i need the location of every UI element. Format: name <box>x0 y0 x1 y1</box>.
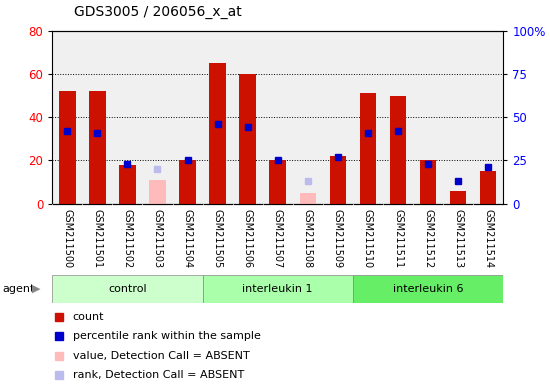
Text: percentile rank within the sample: percentile rank within the sample <box>73 331 260 341</box>
Text: GSM211508: GSM211508 <box>303 209 313 268</box>
Bar <box>149 180 166 204</box>
Text: GSM211510: GSM211510 <box>363 209 373 268</box>
Text: agent: agent <box>3 284 35 294</box>
Bar <box>119 165 136 204</box>
Text: GSM211507: GSM211507 <box>273 209 283 268</box>
Bar <box>329 156 346 204</box>
Text: GSM211502: GSM211502 <box>123 209 133 268</box>
Bar <box>59 91 75 204</box>
Text: control: control <box>108 284 147 294</box>
Text: GSM211506: GSM211506 <box>243 209 252 268</box>
Bar <box>179 161 196 204</box>
Bar <box>390 96 406 204</box>
Text: interleukin 6: interleukin 6 <box>393 284 463 294</box>
Text: GSM211505: GSM211505 <box>213 209 223 268</box>
Text: value, Detection Call = ABSENT: value, Detection Call = ABSENT <box>73 351 249 361</box>
Bar <box>202 275 353 303</box>
Bar <box>450 190 466 204</box>
Bar <box>239 74 256 204</box>
Bar <box>52 275 202 303</box>
Text: interleukin 1: interleukin 1 <box>243 284 313 294</box>
Text: GSM211511: GSM211511 <box>393 209 403 268</box>
Text: GSM211501: GSM211501 <box>92 209 102 268</box>
Text: count: count <box>73 312 104 322</box>
Bar <box>300 193 316 204</box>
Text: GSM211512: GSM211512 <box>423 209 433 268</box>
Text: GSM211513: GSM211513 <box>453 209 463 268</box>
Text: GSM211514: GSM211514 <box>483 209 493 268</box>
Bar <box>89 91 106 204</box>
Text: GSM211504: GSM211504 <box>183 209 192 268</box>
Text: rank, Detection Call = ABSENT: rank, Detection Call = ABSENT <box>73 370 244 380</box>
Bar <box>480 171 497 204</box>
Text: GSM211503: GSM211503 <box>152 209 162 268</box>
Text: GSM211509: GSM211509 <box>333 209 343 268</box>
Bar <box>420 161 436 204</box>
Text: GSM211500: GSM211500 <box>62 209 72 268</box>
Text: ▶: ▶ <box>32 284 40 294</box>
Bar <box>353 275 503 303</box>
Bar <box>360 93 376 204</box>
Bar <box>210 63 226 204</box>
Text: GDS3005 / 206056_x_at: GDS3005 / 206056_x_at <box>74 5 242 19</box>
Bar <box>270 161 286 204</box>
